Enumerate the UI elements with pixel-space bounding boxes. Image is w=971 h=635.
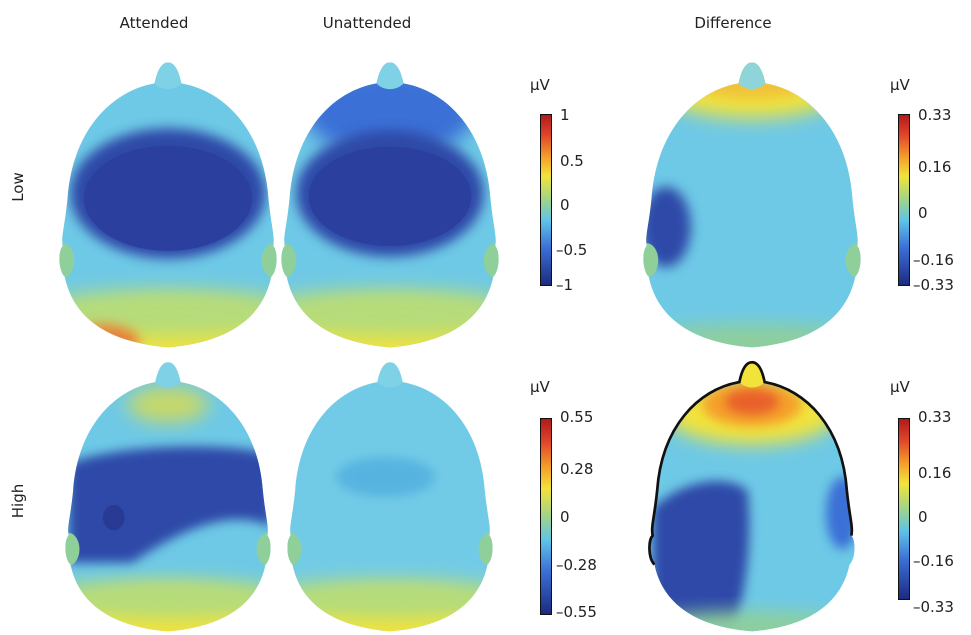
colorbar-high-diff-tick: 0.33 — [918, 408, 952, 426]
colorbar-low-diff — [898, 114, 910, 286]
colorbar-low-main-tick: –1 — [556, 276, 574, 294]
colorbar-low-main-tick: 0.5 — [560, 152, 584, 170]
row-label-low: Low — [9, 172, 27, 202]
colorbar-high-diff-unit: µV — [890, 378, 910, 396]
colorbar-low-diff-tick: 0.16 — [918, 158, 952, 176]
colorbar-high-main-tick: 0 — [560, 508, 570, 526]
colorbar-high-main-tick: 0.28 — [560, 460, 594, 478]
colorbar-high-main — [540, 418, 552, 615]
colorbar-low-main-unit: µV — [530, 76, 550, 94]
topomap-high-difference — [648, 360, 855, 632]
topomap-low-unattended — [281, 62, 499, 348]
topomap-high-attended — [65, 362, 271, 632]
colorbar-high-main-tick: 0.55 — [560, 408, 594, 426]
column-title-difference: Difference — [694, 14, 772, 32]
colorbar-high-diff-tick: 0 — [918, 508, 928, 526]
colorbar-low-diff-tick: 0.33 — [918, 106, 952, 124]
colorbar-low-main-tick: –0.5 — [556, 241, 588, 259]
colorbar-low-main — [540, 114, 552, 286]
colorbar-low-main-tick: 1 — [560, 106, 570, 124]
row-label-high: High — [9, 483, 27, 519]
colorbar-high-diff — [898, 418, 910, 600]
colorbar-high-main-unit: µV — [530, 378, 550, 396]
colorbar-high-diff-tick: –0.33 — [913, 598, 954, 616]
colorbar-high-main-tick: –0.28 — [556, 556, 597, 574]
colorbar-low-diff-unit: µV — [890, 76, 910, 94]
topomap-low-difference — [643, 62, 861, 348]
colorbar-low-diff-tick: –0.16 — [913, 251, 954, 269]
colorbar-high-main-tick: –0.55 — [556, 603, 597, 621]
colorbar-low-diff-tick: –0.33 — [913, 276, 954, 294]
topomap-low-attended — [59, 62, 277, 348]
colorbar-high-diff-tick: –0.16 — [913, 552, 954, 570]
colorbar-low-main-tick: 0 — [560, 196, 570, 214]
column-title-attended: Attended — [119, 14, 189, 32]
colorbar-low-diff-tick: 0 — [918, 204, 928, 222]
colorbar-high-diff-tick: 0.16 — [918, 464, 952, 482]
topomap-high-unattended — [287, 362, 493, 632]
column-title-unattended: Unattended — [322, 14, 412, 32]
